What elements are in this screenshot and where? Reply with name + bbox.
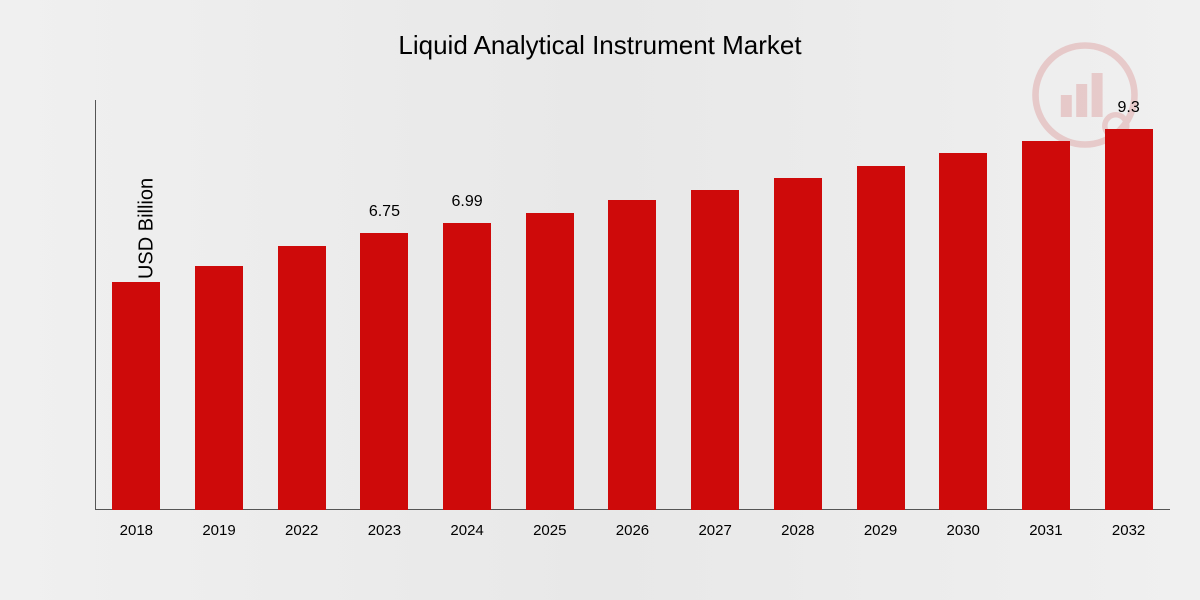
bar bbox=[1105, 129, 1153, 510]
x-tick-label: 2019 bbox=[178, 514, 261, 540]
bar bbox=[278, 246, 326, 510]
bar-wrap bbox=[178, 266, 261, 510]
chart-title: Liquid Analytical Instrument Market bbox=[0, 0, 1200, 81]
x-tick-label: 2030 bbox=[922, 514, 1005, 540]
bar bbox=[774, 178, 822, 510]
bar bbox=[691, 190, 739, 510]
bar-wrap bbox=[674, 190, 757, 510]
bar bbox=[195, 266, 243, 510]
bar-wrap: 9.3 bbox=[1087, 129, 1170, 510]
x-tick-label: 2029 bbox=[839, 514, 922, 540]
x-tick-label: 2024 bbox=[426, 514, 509, 540]
bar-wrap bbox=[260, 246, 343, 510]
bar-wrap: 6.99 bbox=[426, 223, 509, 510]
bar-wrap bbox=[95, 282, 178, 510]
chart-plot-area: 6.756.999.3 2018201920222023202420252026… bbox=[95, 100, 1170, 540]
bar-wrap bbox=[1005, 141, 1088, 510]
bar-wrap bbox=[508, 213, 591, 510]
bar-value-label: 6.99 bbox=[426, 193, 509, 211]
x-tick-label: 2032 bbox=[1087, 514, 1170, 540]
bar-wrap bbox=[839, 166, 922, 510]
bar bbox=[1022, 141, 1070, 510]
bar bbox=[939, 153, 987, 510]
x-tick-label: 2025 bbox=[508, 514, 591, 540]
bar-wrap bbox=[757, 178, 840, 510]
x-tick-label: 2028 bbox=[757, 514, 840, 540]
x-tick-label: 2018 bbox=[95, 514, 178, 540]
x-tick-label: 2031 bbox=[1005, 514, 1088, 540]
bar bbox=[608, 200, 656, 510]
bar-wrap bbox=[591, 200, 674, 510]
bar-wrap: 6.75 bbox=[343, 233, 426, 510]
bar-wrap bbox=[922, 153, 1005, 510]
bar bbox=[443, 223, 491, 510]
bar bbox=[112, 282, 160, 510]
x-tick-label: 2022 bbox=[260, 514, 343, 540]
x-tick-label: 2023 bbox=[343, 514, 426, 540]
bar bbox=[857, 166, 905, 510]
bar-value-label: 9.3 bbox=[1087, 99, 1170, 117]
bar bbox=[360, 233, 408, 510]
x-tick-label: 2027 bbox=[674, 514, 757, 540]
x-labels-container: 2018201920222023202420252026202720282029… bbox=[95, 514, 1170, 540]
bar-value-label: 6.75 bbox=[343, 203, 426, 221]
bars-container: 6.756.999.3 bbox=[95, 100, 1170, 510]
bar bbox=[526, 213, 574, 510]
x-tick-label: 2026 bbox=[591, 514, 674, 540]
